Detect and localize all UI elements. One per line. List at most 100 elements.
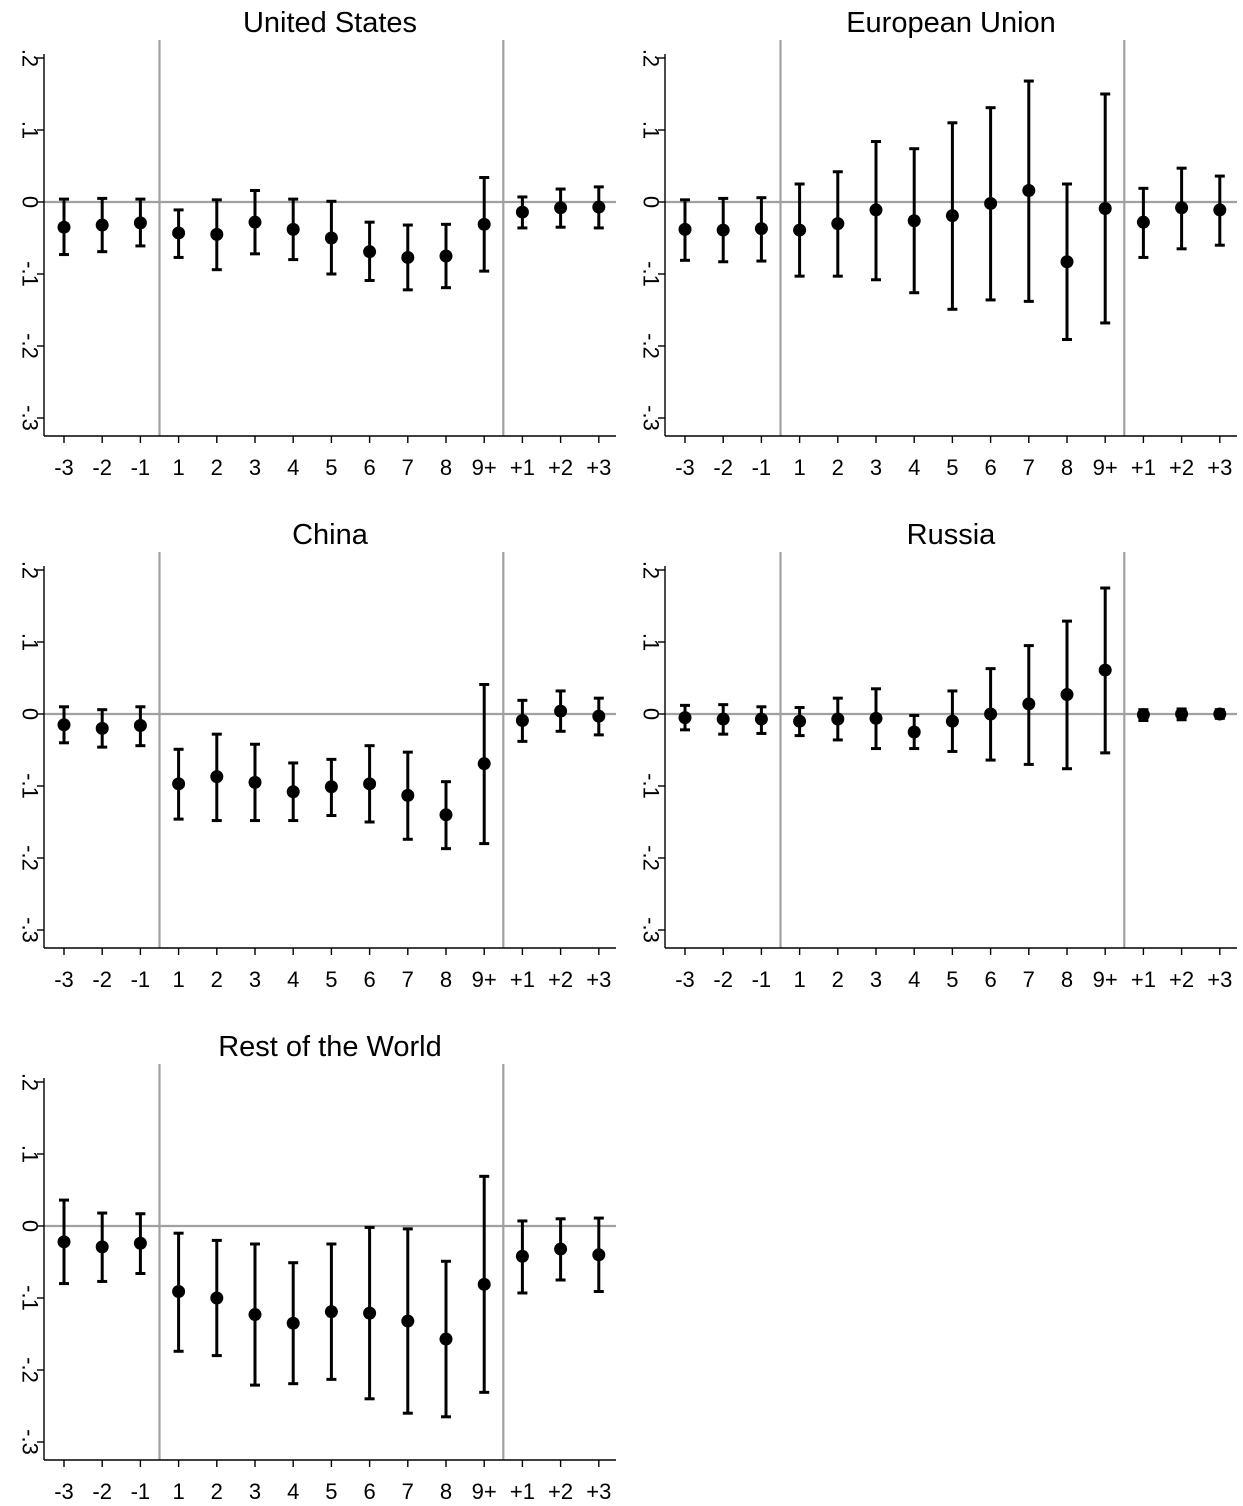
x-tick-label: 6 (363, 1479, 375, 1504)
point-estimate (286, 1316, 300, 1330)
point-estimate (1213, 203, 1227, 217)
point-estimate (1136, 708, 1150, 722)
point-estimate (95, 218, 109, 232)
point-estimate (477, 1277, 491, 1291)
x-tick-label: +2 (548, 967, 573, 992)
point-estimate (515, 205, 529, 219)
point-estimate (1022, 183, 1036, 197)
x-tick-label: 2 (211, 967, 223, 992)
y-tick-label: -.1 (639, 773, 664, 799)
x-tick-label: 6 (984, 455, 996, 480)
y-tick-label: -.1 (639, 261, 664, 287)
y-tick-label: .1 (18, 633, 43, 651)
chart-title: Russia (907, 519, 997, 551)
x-tick-label: 3 (249, 1479, 261, 1504)
point-estimate (678, 222, 692, 236)
y-tick-label: .1 (18, 121, 43, 139)
x-tick-label: 5 (325, 1479, 337, 1504)
x-tick-label: -3 (675, 455, 695, 480)
x-tick-label: 3 (249, 967, 261, 992)
y-tick-label: .2 (639, 561, 664, 579)
x-tick-label: +1 (1131, 455, 1156, 480)
x-tick-label: +2 (548, 455, 573, 480)
chart-title: European Union (846, 7, 1056, 39)
x-tick-label: +1 (510, 455, 535, 480)
y-tick-label: -.1 (18, 261, 43, 287)
x-tick-label: +2 (1169, 967, 1194, 992)
y-tick-label: .2 (18, 49, 43, 67)
point-estimate (907, 214, 921, 228)
point-estimate (869, 711, 883, 725)
point-estimate (1022, 697, 1036, 711)
x-tick-label: -3 (675, 967, 695, 992)
y-tick-label: -.3 (639, 917, 664, 943)
x-tick-label: 6 (363, 455, 375, 480)
x-tick-label: 9+ (1093, 967, 1118, 992)
x-tick-label: 1 (793, 967, 805, 992)
point-estimate (57, 718, 71, 732)
y-tick-label: -.2 (639, 333, 664, 359)
y-tick-label: .2 (18, 1073, 43, 1091)
x-tick-label: 2 (211, 455, 223, 480)
point-estimate (515, 1249, 529, 1263)
y-tick-label: 0 (18, 196, 43, 208)
point-estimate (831, 217, 845, 231)
point-estimate (57, 220, 71, 234)
point-estimate (286, 222, 300, 236)
x-tick-label: 6 (363, 967, 375, 992)
x-tick-label: 5 (946, 455, 958, 480)
point-estimate (592, 1248, 606, 1262)
chart-panel: Russia .2 .1 0 -.1 -.2 -.3 -3 -2 -1 1 2 3 4 5 6 7 8 9+ +1 +2… (639, 519, 1237, 992)
chart-panel: European Union .2 .1 0 -.1 -.2 -.3 -3 -2 -1 1 2 3 4 5 6… (639, 7, 1237, 480)
y-tick-label: -.2 (18, 845, 43, 871)
x-tick-label: 4 (287, 1479, 299, 1504)
x-tick-label: 1 (172, 455, 184, 480)
y-tick-label: -.1 (18, 1285, 43, 1311)
x-tick-label: 8 (1061, 967, 1073, 992)
x-tick-label: -1 (131, 967, 151, 992)
point-estimate (210, 770, 224, 784)
point-estimate (439, 808, 453, 822)
x-tick-label: -1 (131, 455, 151, 480)
x-tick-label: 3 (249, 455, 261, 480)
x-tick-label: 3 (870, 967, 882, 992)
y-tick-label: .1 (18, 1145, 43, 1163)
point-estimate (172, 226, 186, 240)
point-estimate (1098, 201, 1112, 215)
y-tick-label: -.2 (18, 333, 43, 359)
chart-title: United States (243, 7, 417, 39)
x-tick-label: -1 (131, 1479, 151, 1504)
point-estimate (248, 1308, 262, 1322)
x-tick-label: 1 (172, 1479, 184, 1504)
point-estimate (133, 719, 147, 733)
x-tick-label: 4 (908, 455, 920, 480)
point-estimate (172, 1285, 186, 1299)
y-tick-label: .2 (639, 49, 664, 67)
x-tick-label: 4 (287, 967, 299, 992)
point-estimate (984, 707, 998, 721)
y-tick-label: -.3 (639, 405, 664, 431)
point-estimate (1175, 201, 1189, 215)
x-tick-label: 9+ (1093, 455, 1118, 480)
x-tick-label: +2 (548, 1479, 573, 1504)
point-estimate (1060, 688, 1074, 702)
y-tick-label: .1 (639, 121, 664, 139)
x-tick-label: +2 (1169, 455, 1194, 480)
y-tick-label: 0 (639, 708, 664, 720)
chart-panel: United States .2 .1 0 -.1 -.2 -.3 -3 -2 -1 1 2 3 4 5 6 7… (18, 7, 616, 480)
point-estimate (592, 709, 606, 723)
chart-title: Rest of the World (218, 1031, 442, 1063)
point-estimate (554, 1242, 568, 1256)
x-tick-label: -3 (54, 455, 74, 480)
point-estimate (324, 1305, 338, 1319)
point-estimate (172, 777, 186, 791)
point-estimate (95, 1240, 109, 1254)
x-tick-label: +3 (1207, 455, 1232, 480)
point-estimate (324, 231, 338, 245)
x-tick-label: 9+ (472, 967, 497, 992)
point-estimate (1060, 255, 1074, 269)
x-tick-label: 2 (832, 967, 844, 992)
point-estimate (1213, 707, 1227, 721)
x-tick-label: 9+ (472, 455, 497, 480)
